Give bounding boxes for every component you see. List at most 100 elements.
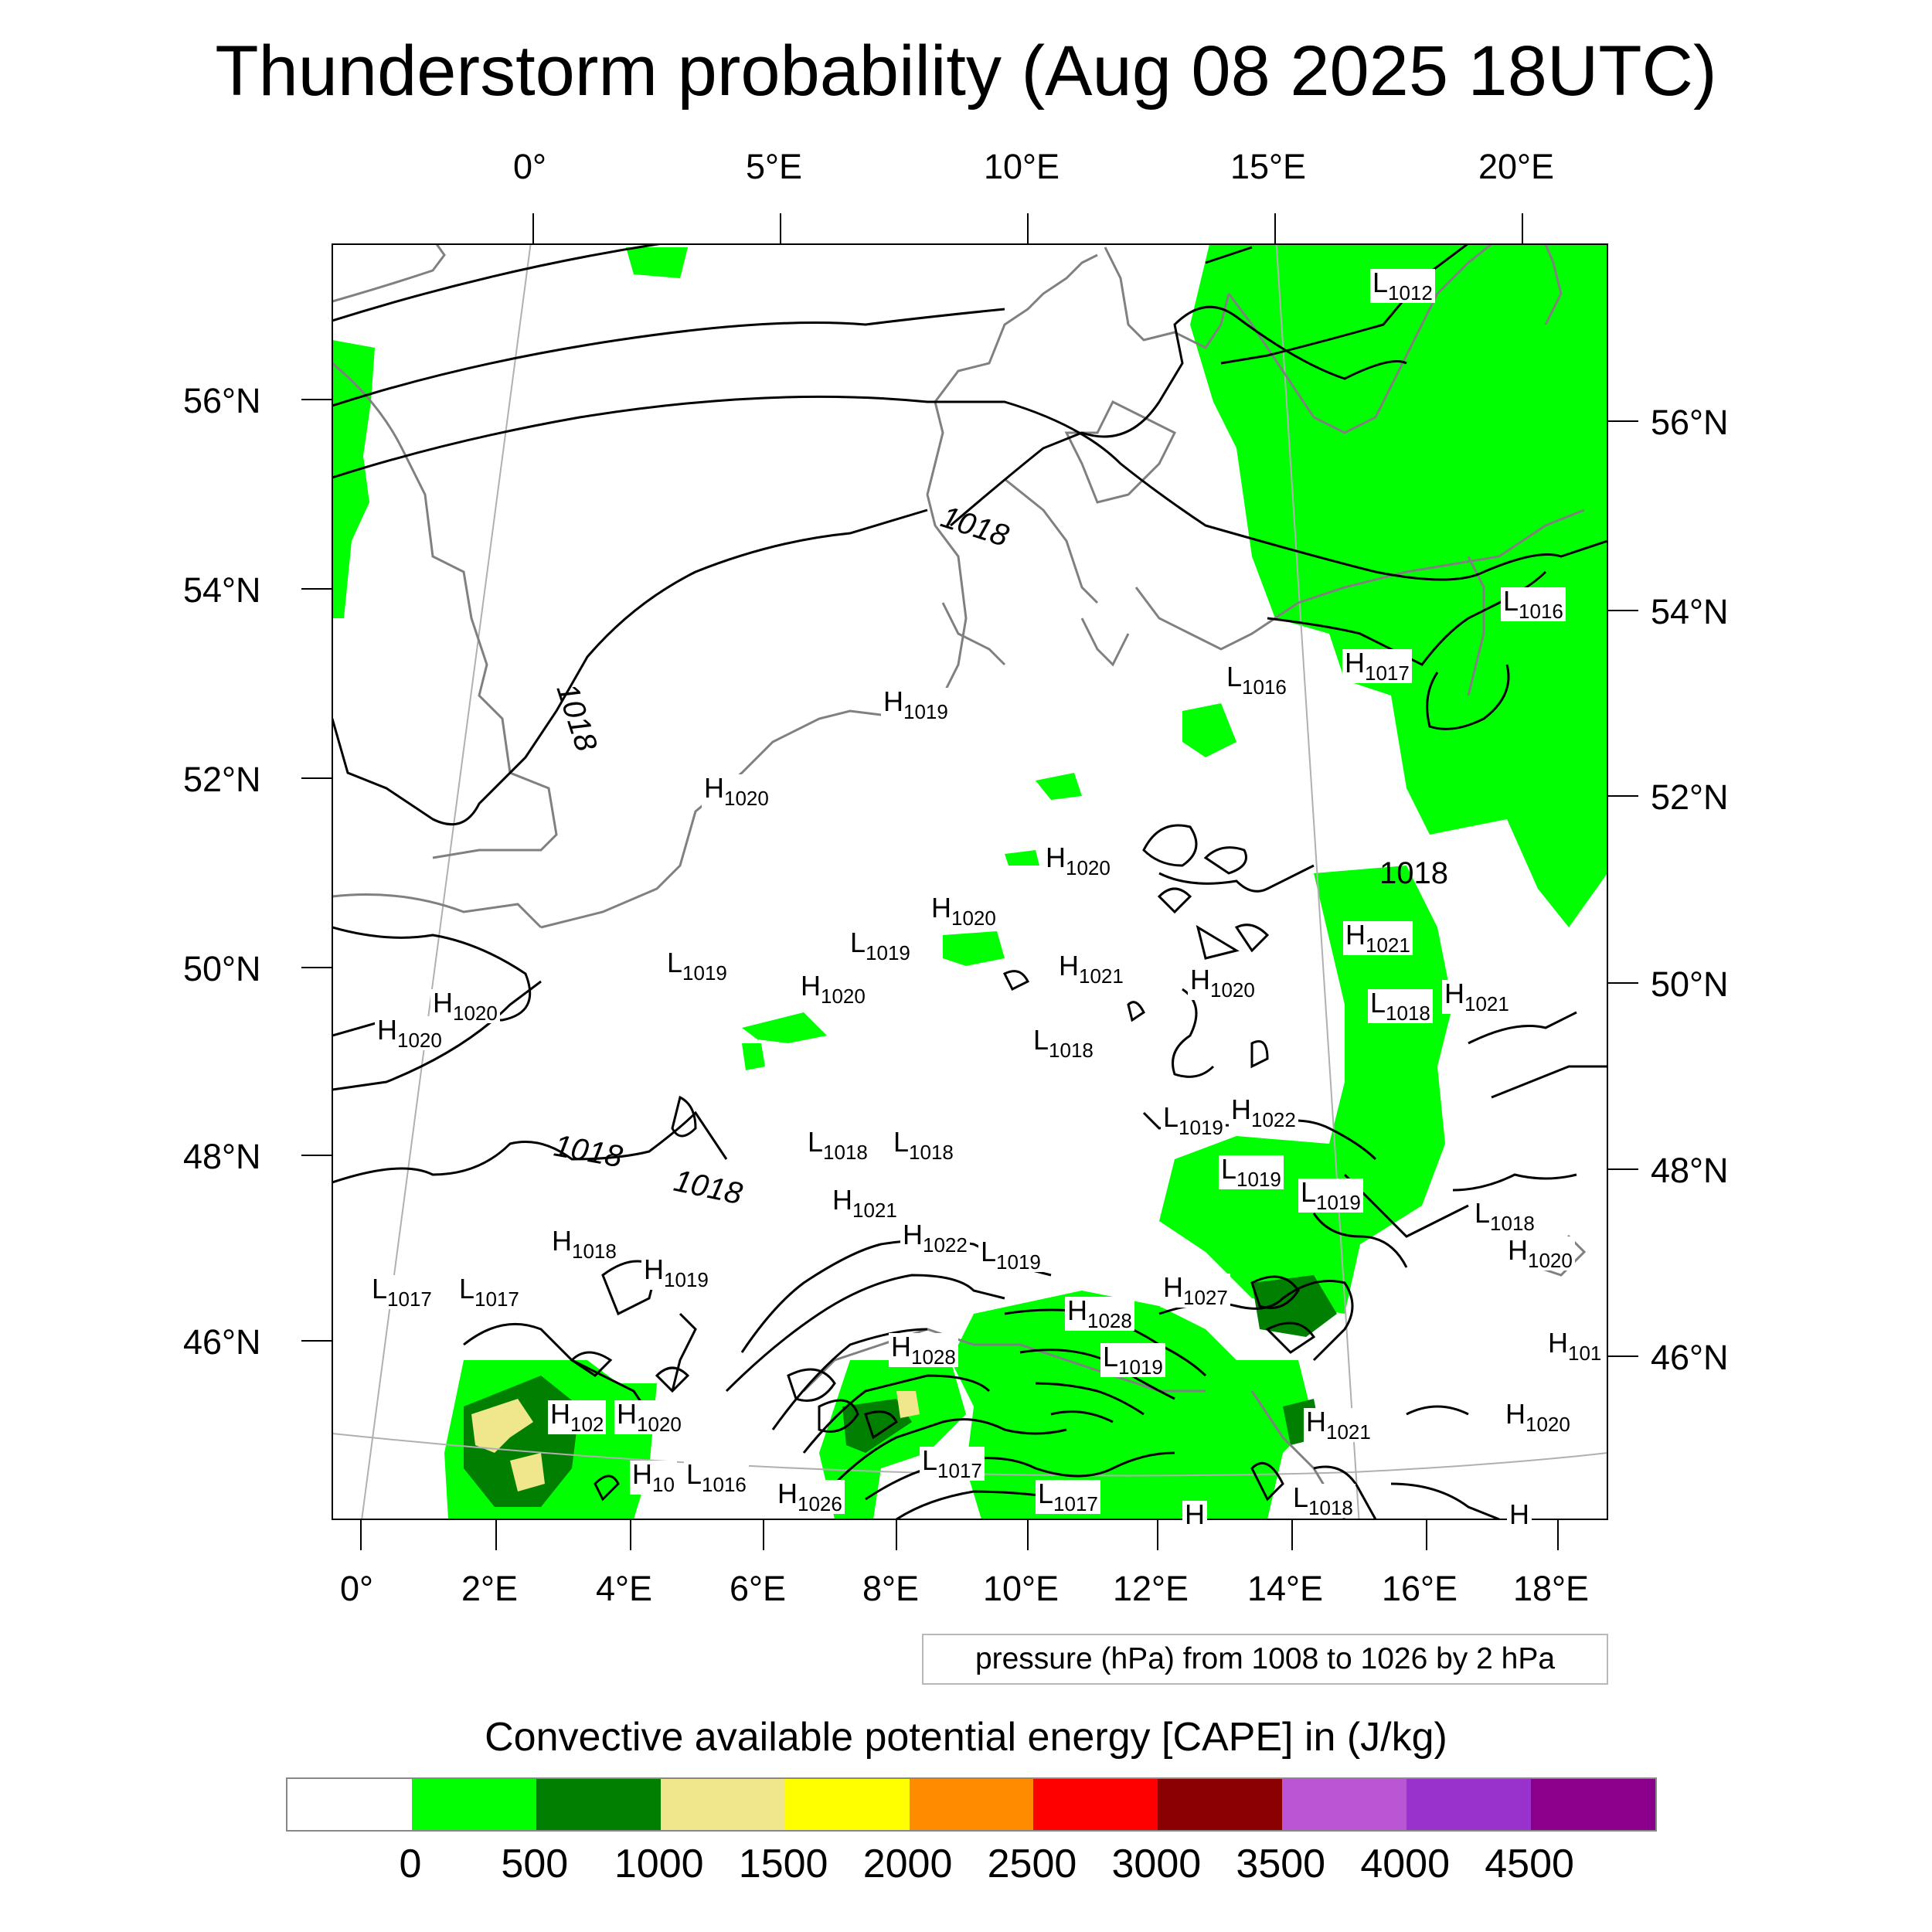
high-pressure-label: H <box>1182 1501 1207 1535</box>
low-pressure-label: L1018 <box>1291 1484 1355 1518</box>
isobar-label: 1018 <box>1379 856 1448 890</box>
cape-region-south-central <box>951 1291 1314 1519</box>
high-pressure-label: H1020 <box>798 972 868 1006</box>
low-pressure-label: L1018 <box>805 1128 870 1162</box>
lat-label-left: 50°N <box>183 949 261 988</box>
high-pressure-label: H1020 <box>1505 1236 1575 1270</box>
cape-dark-region-alps <box>842 1399 912 1453</box>
colorbar-tick-label: 0 <box>399 1842 422 1886</box>
high-pressure-label: H1022 <box>1229 1096 1298 1130</box>
low-pressure-label: L1016 <box>1501 587 1566 621</box>
colorbar-segment <box>1282 1779 1407 1830</box>
high-pressure-label: H10 <box>630 1461 677 1495</box>
high-pressure-label: H1021 <box>1442 980 1512 1014</box>
high-pressure-label: H1020 <box>929 894 998 928</box>
high-pressure-label: H1019 <box>641 1256 711 1290</box>
lon-label-top: 15°E <box>1230 147 1307 186</box>
cape-region-north-west <box>332 340 375 618</box>
high-pressure-label: H1020 <box>1188 966 1257 1000</box>
lat-label-left: 54°N <box>183 570 261 610</box>
high-pressure-label: H1018 <box>549 1227 619 1261</box>
cape-colorbar <box>286 1777 1657 1832</box>
colorbar-tick-label: 1500 <box>738 1842 828 1886</box>
high-pressure-label: H <box>1507 1501 1532 1535</box>
isobar-label: 1018 <box>937 500 1013 554</box>
high-pressure-label: H1020 <box>375 1016 444 1050</box>
colorbar-tick-label: 3000 <box>1111 1842 1202 1886</box>
lat-label-right: 56°N <box>1651 403 1729 442</box>
lat-label-left: 46°N <box>183 1322 261 1362</box>
lon-label-bottom: 2°E <box>461 1569 519 1608</box>
high-pressure-label: H1017 <box>1342 649 1412 683</box>
lat-label-right: 46°N <box>1651 1338 1729 1377</box>
high-pressure-label: H1020 <box>1503 1400 1573 1434</box>
lon-label-bottom: 10°E <box>983 1569 1060 1608</box>
colorbar-tick-label: 2000 <box>862 1842 953 1886</box>
lat-label-right: 50°N <box>1651 964 1729 1004</box>
low-pressure-label: L1012 <box>1370 269 1435 303</box>
colorbar-segment <box>1531 1779 1655 1830</box>
colorbar-segment <box>1406 1779 1532 1830</box>
cape-khaki-region-west <box>471 1399 533 1453</box>
high-pressure-label: H1021 <box>1304 1408 1373 1442</box>
lon-label-top: 0° <box>513 147 547 186</box>
lon-label-bottom: 4°E <box>596 1569 653 1608</box>
high-pressure-label: H1028 <box>1065 1297 1134 1331</box>
high-pressure-label: H1020 <box>702 774 771 808</box>
lat-label-right: 52°N <box>1651 777 1729 817</box>
lon-label-top: 20°E <box>1478 147 1555 186</box>
low-pressure-label: L1016 <box>684 1461 749 1495</box>
pressure-info-box: pressure (hPa) from 1008 to 1026 by 2 hP… <box>922 1634 1608 1685</box>
cape-region-blob-2 <box>742 1012 827 1043</box>
low-pressure-label: L1018 <box>1031 1026 1096 1060</box>
lat-label-left: 56°N <box>183 381 261 420</box>
colorbar-tick-label: 2500 <box>987 1842 1077 1886</box>
lon-label-bottom: 18°E <box>1513 1569 1590 1608</box>
lat-label-left: 52°N <box>183 760 261 799</box>
colorbar-tick-label: 4500 <box>1485 1842 1574 1886</box>
colorbar-tick-label: 1000 <box>614 1842 704 1886</box>
colorbar-segment <box>536 1779 661 1830</box>
cape-region-blob-4 <box>1182 703 1236 757</box>
cape-dark-region-east <box>1252 1275 1337 1337</box>
colorbar-tick-label: 500 <box>501 1842 569 1886</box>
high-pressure-label: H1026 <box>775 1480 845 1514</box>
high-pressure-label: H1020 <box>614 1400 684 1434</box>
lon-label-top: 5°E <box>746 147 803 186</box>
cape-khaki-region-alps <box>896 1391 920 1418</box>
colorbar-title: Convective available potential energy [C… <box>485 1715 1447 1760</box>
colorbar-segment <box>287 1779 412 1830</box>
chart-title: Thunderstorm probability (Aug 08 2025 18… <box>215 32 1717 111</box>
low-pressure-label: L1019 <box>1219 1155 1284 1189</box>
cape-region-center-east <box>1159 866 1453 1314</box>
low-pressure-label: L1018 <box>1472 1199 1537 1233</box>
cape-region-blob-7 <box>1005 850 1039 866</box>
colorbar-tick-label: 3500 <box>1236 1842 1326 1886</box>
high-pressure-label: H1020 <box>1043 844 1113 878</box>
high-pressure-label: H1019 <box>881 688 951 722</box>
colorbar-segment <box>1033 1779 1158 1830</box>
low-pressure-label: L1017 <box>369 1275 434 1309</box>
colorbar-segment <box>660 1779 785 1830</box>
high-pressure-label: H1021 <box>1056 952 1126 986</box>
graticule <box>332 244 1607 1519</box>
high-pressure-label: H1027 <box>1161 1274 1230 1308</box>
low-pressure-label: L1019 <box>1161 1104 1226 1138</box>
lon-label-top: 10°E <box>984 147 1060 186</box>
high-pressure-label: H1021 <box>830 1186 900 1220</box>
low-pressure-label: L1019 <box>665 949 730 983</box>
low-pressure-label: L1019 <box>978 1238 1043 1272</box>
high-pressure-label: H1028 <box>889 1333 958 1367</box>
isobar-label: 1018 <box>671 1164 746 1212</box>
lon-label-bottom: 14°E <box>1247 1569 1324 1608</box>
lon-label-bottom: 12°E <box>1113 1569 1189 1608</box>
cape-region-blob-3 <box>742 1043 765 1070</box>
cape-region-blob-1 <box>943 931 1005 966</box>
low-pressure-label: L1019 <box>1298 1179 1363 1213</box>
lon-label-bottom: 16°E <box>1382 1569 1458 1608</box>
low-pressure-label: L1017 <box>457 1275 522 1309</box>
isobar-label: 1018 <box>549 679 604 756</box>
low-pressure-label: L1018 <box>1368 989 1433 1023</box>
high-pressure-label: H102 <box>548 1400 607 1434</box>
